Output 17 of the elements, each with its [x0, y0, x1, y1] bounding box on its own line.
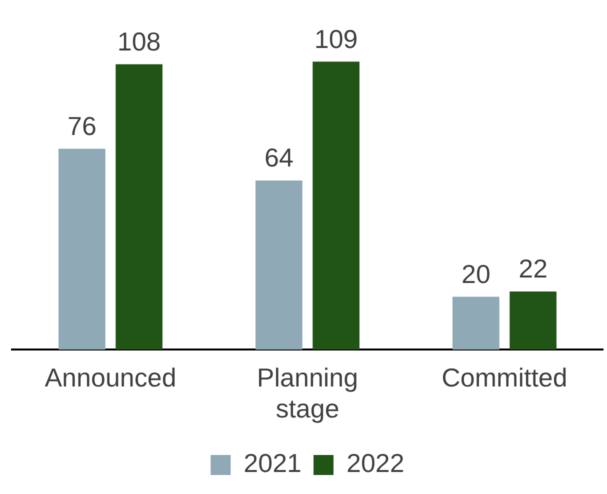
- bar: [510, 291, 556, 350]
- data-label: 22: [518, 254, 548, 284]
- data-label: 108: [117, 26, 161, 56]
- data-label: 76: [67, 110, 96, 141]
- bar: [312, 62, 360, 350]
- x-tick-label: Committed: [442, 362, 568, 392]
- legend-label: 2022: [346, 448, 404, 478]
- bar: [58, 148, 106, 350]
- bar: [452, 296, 500, 350]
- legend-label: 2021: [244, 448, 302, 478]
- data-label: 20: [461, 258, 490, 289]
- x-tick-label: Planning stage: [256, 362, 358, 424]
- data-label: 109: [314, 24, 358, 54]
- data-label: 64: [264, 142, 294, 173]
- x-tick-label: Announced: [44, 362, 176, 392]
- bar: [116, 64, 162, 350]
- bar: [256, 180, 302, 350]
